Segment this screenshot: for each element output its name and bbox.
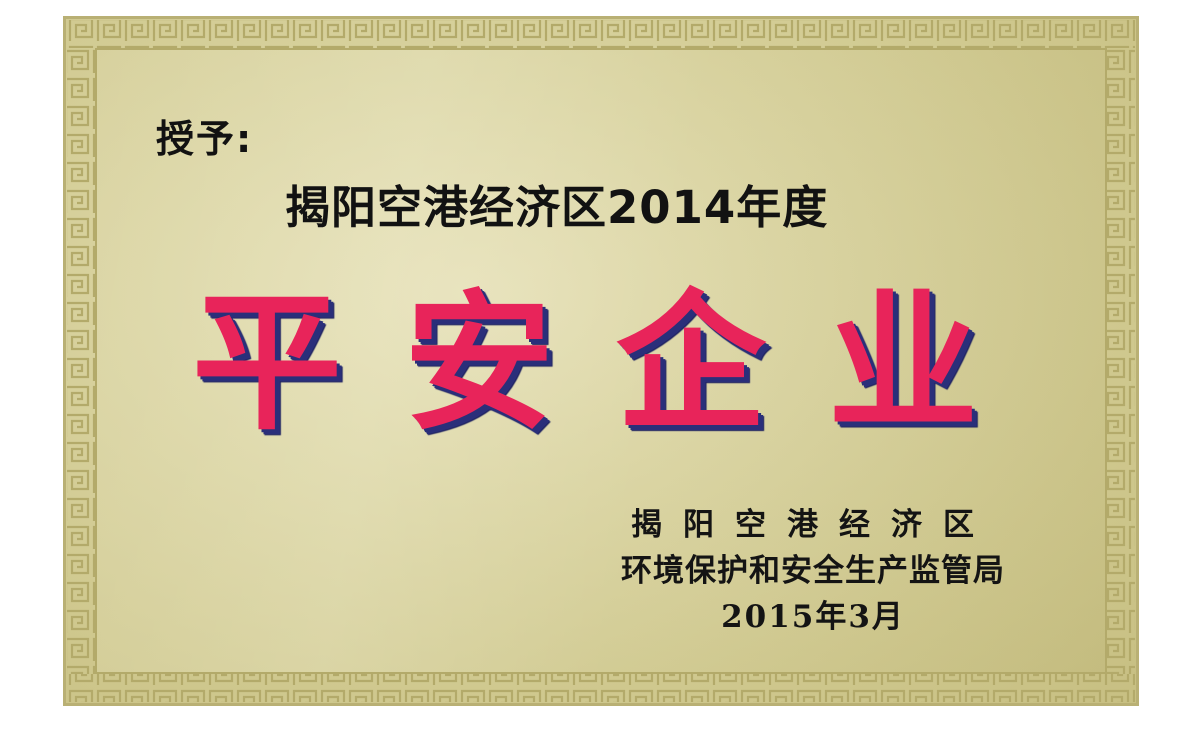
award-title: 平安企业 <box>191 275 1040 451</box>
issuer-department: 环境保护和安全生产监管局 <box>621 553 1005 589</box>
issuer-block: 揭阳空港经济区 环境保护和安全生产监管局 2015年3月 <box>583 502 1043 640</box>
recipient-name: 揭阳空港经济区2014年度 <box>285 181 829 234</box>
greek-key-border <box>64 17 1138 705</box>
plaque-face <box>97 50 1105 672</box>
issue-date: 2015年3月 <box>721 599 905 635</box>
recipient-label: 授予: <box>156 117 254 161</box>
issuer-name: 揭阳空港经济区 <box>631 507 995 543</box>
award-plaque: 授予: 揭阳空港经济区2014年度 平安企业 揭阳空港经济区 环境保护和安全生产… <box>63 16 1139 706</box>
